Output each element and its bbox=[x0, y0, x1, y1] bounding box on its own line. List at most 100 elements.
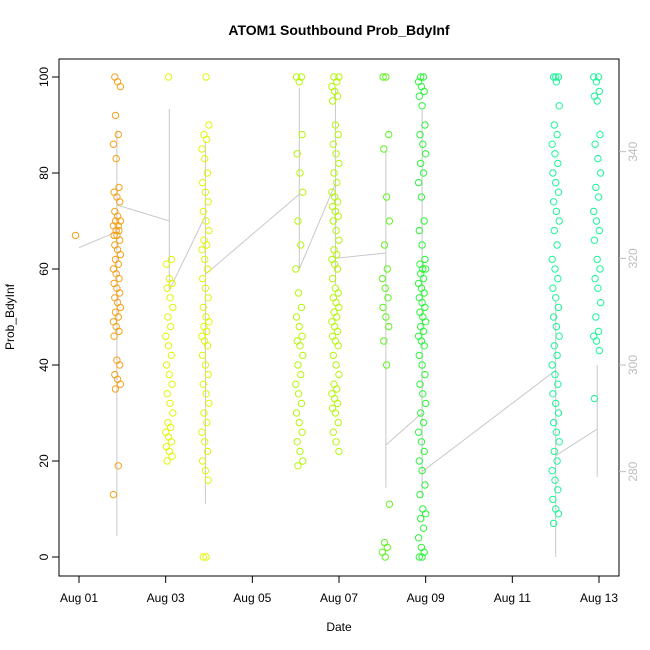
data-point bbox=[109, 318, 118, 326]
data-point bbox=[380, 337, 388, 345]
data-point bbox=[333, 399, 342, 408]
data-point bbox=[109, 265, 118, 273]
data-point bbox=[328, 318, 336, 326]
data-point bbox=[203, 447, 212, 456]
data-point bbox=[331, 284, 340, 292]
data-point bbox=[332, 226, 340, 235]
data-point bbox=[110, 231, 118, 240]
data-point bbox=[414, 534, 423, 542]
data-point bbox=[110, 332, 118, 340]
data-point bbox=[415, 294, 423, 302]
data-point bbox=[296, 447, 304, 456]
data-point bbox=[330, 169, 338, 177]
data-point bbox=[294, 361, 302, 369]
data-point bbox=[590, 92, 599, 100]
data-point bbox=[332, 361, 340, 369]
data-point bbox=[331, 193, 339, 201]
data-point bbox=[116, 289, 124, 297]
data-point bbox=[590, 207, 598, 216]
data-point bbox=[552, 399, 560, 408]
data-point bbox=[414, 178, 423, 187]
data-point bbox=[417, 159, 425, 168]
data-point bbox=[204, 294, 212, 302]
data-point bbox=[380, 241, 389, 249]
data-point bbox=[115, 274, 123, 283]
data-point bbox=[328, 390, 336, 398]
data-point bbox=[335, 236, 343, 244]
data-point bbox=[419, 265, 427, 273]
chart-title: ATOM1 Southbound Prob_BdyInf bbox=[228, 22, 449, 38]
data-point bbox=[421, 318, 430, 326]
data-point bbox=[417, 438, 426, 446]
data-point bbox=[114, 222, 123, 230]
data-point bbox=[419, 505, 427, 513]
data-point bbox=[421, 510, 430, 518]
data-point bbox=[414, 279, 423, 288]
data-point bbox=[548, 255, 556, 264]
data-point bbox=[417, 73, 425, 81]
data-point bbox=[292, 409, 301, 417]
data-point bbox=[555, 217, 563, 225]
data-point bbox=[330, 246, 338, 254]
data-point bbox=[164, 313, 172, 321]
data-point bbox=[293, 438, 301, 446]
data-point bbox=[328, 332, 337, 340]
data-point bbox=[418, 241, 426, 249]
data-point bbox=[205, 318, 213, 326]
data-point bbox=[594, 154, 602, 163]
data-point bbox=[420, 217, 428, 225]
data-point bbox=[331, 394, 339, 403]
data-point bbox=[553, 130, 561, 139]
data-point bbox=[419, 390, 427, 398]
data-point bbox=[551, 476, 559, 484]
data-point bbox=[294, 217, 302, 225]
data-point bbox=[553, 457, 561, 465]
x-tick-label: Aug 01 bbox=[60, 591, 98, 605]
data-point bbox=[167, 423, 175, 432]
data-point bbox=[162, 332, 170, 340]
data-point bbox=[421, 265, 430, 273]
data-point bbox=[297, 399, 306, 408]
data-point bbox=[329, 428, 337, 436]
data-point bbox=[162, 361, 171, 369]
data-point bbox=[549, 418, 558, 427]
data-point bbox=[548, 466, 556, 475]
data-point bbox=[198, 457, 207, 465]
data-point bbox=[418, 553, 426, 561]
data-point bbox=[554, 73, 563, 81]
y-tick-label: 60 bbox=[37, 262, 51, 276]
data-point bbox=[198, 274, 207, 283]
data-point bbox=[421, 303, 429, 312]
data-point bbox=[201, 337, 209, 345]
data-point bbox=[421, 255, 429, 264]
data-point bbox=[113, 375, 122, 384]
data-point bbox=[294, 289, 303, 297]
data-point bbox=[590, 394, 599, 403]
data-point bbox=[334, 212, 342, 220]
right-axis-line bbox=[78, 87, 598, 557]
y-tick-label: 40 bbox=[37, 358, 51, 372]
data-point bbox=[380, 145, 388, 153]
data-point bbox=[299, 457, 307, 465]
data-point bbox=[333, 265, 342, 273]
data-point bbox=[201, 154, 209, 163]
data-point bbox=[162, 260, 171, 268]
data-point bbox=[199, 380, 208, 388]
data-point bbox=[328, 202, 337, 211]
data-point bbox=[330, 380, 338, 388]
data-point bbox=[292, 73, 301, 81]
data-point bbox=[116, 217, 125, 225]
data-point bbox=[202, 73, 210, 81]
data-point bbox=[203, 265, 212, 273]
x-tick-label: Aug 09 bbox=[407, 591, 445, 605]
data-point bbox=[71, 231, 80, 240]
data-point bbox=[549, 284, 557, 292]
data-point bbox=[112, 154, 120, 163]
data-point bbox=[198, 428, 206, 436]
data-point bbox=[169, 409, 177, 417]
data-point bbox=[555, 438, 563, 446]
data-point bbox=[168, 452, 176, 460]
data-point bbox=[201, 284, 210, 292]
data-point bbox=[164, 73, 173, 81]
